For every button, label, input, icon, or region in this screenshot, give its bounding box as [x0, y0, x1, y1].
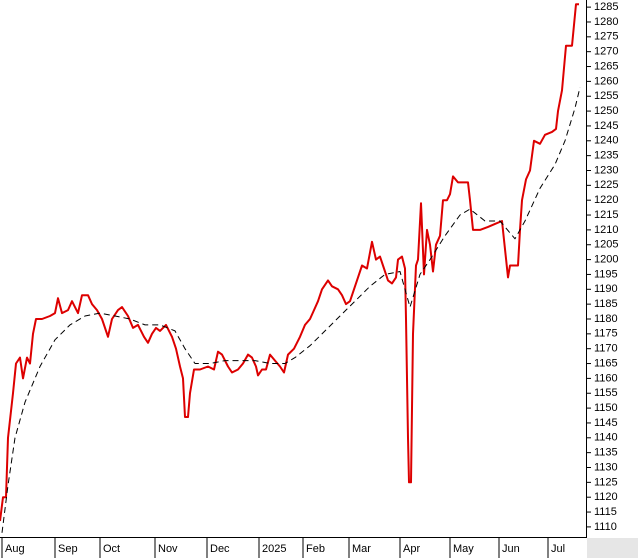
y-tick-label: 1165 [594, 357, 618, 369]
y-tick-label: 1220 [594, 194, 618, 206]
y-tick-label: 1255 [594, 90, 618, 102]
y-tick-label: 1200 [594, 253, 618, 265]
y-tick-label: 1170 [594, 343, 618, 355]
x-tick-label: Oct [103, 543, 120, 555]
y-tick-label: 1125 [594, 476, 618, 488]
y-tick-label: 1225 [594, 179, 618, 191]
x-tick-label: Jun [502, 543, 520, 555]
y-tick-label: 1140 [594, 432, 618, 444]
y-tick-label: 1240 [594, 135, 618, 147]
series-line [0, 3, 579, 522]
x-tick-label: Apr [403, 543, 420, 555]
y-tick-label: 1120 [594, 491, 618, 503]
y-tick-label: 1195 [594, 268, 618, 280]
series-line [1, 87, 581, 533]
x-tick-label: Sep [58, 543, 78, 555]
y-tick-label: 1235 [594, 150, 618, 162]
x-tick-label: 2025 [262, 543, 286, 555]
corner [587, 538, 638, 558]
y-tick-label: 1280 [594, 16, 618, 28]
y-tick-label: 1145 [594, 417, 618, 429]
y-tick-label: 1130 [594, 461, 618, 473]
x-tick-label: Dec [210, 543, 230, 555]
y-tick-label: 1210 [594, 224, 618, 236]
y-tick-label: 1230 [594, 164, 618, 176]
x-tick-label: Mar [352, 543, 371, 555]
y-tick-label: 1115 [594, 506, 617, 518]
x-tick-label: Feb [306, 543, 325, 555]
y-tick-label: 1160 [594, 372, 618, 384]
x-tick-label: May [453, 543, 474, 555]
y-tick-label: 1150 [594, 402, 618, 414]
x-tick-label: Nov [158, 543, 178, 555]
y-tick-label: 1205 [594, 239, 618, 251]
y-tick-label: 1260 [594, 75, 618, 87]
y-tick-label: 1245 [594, 120, 618, 132]
y-tick-label: 1155 [594, 387, 618, 399]
y-tick-label: 1185 [594, 298, 618, 310]
x-tick-label: Jul [551, 543, 565, 555]
y-tick-label: 1250 [594, 105, 618, 117]
y-tick-label: 1135 [594, 447, 618, 459]
y-tick-label: 1285 [594, 1, 618, 13]
y-tick-label: 1215 [594, 209, 618, 221]
y-tick-label: 1275 [594, 31, 618, 43]
y-tick-label: 1265 [594, 60, 618, 72]
y-tick-label: 1190 [594, 283, 618, 295]
y-tick-label: 1110 [594, 521, 617, 533]
y-tick-label: 1180 [594, 313, 618, 325]
y-tick-label: 1270 [594, 46, 618, 58]
y-tick-label: 1175 [594, 328, 618, 340]
x-tick-label: Aug [5, 543, 25, 555]
